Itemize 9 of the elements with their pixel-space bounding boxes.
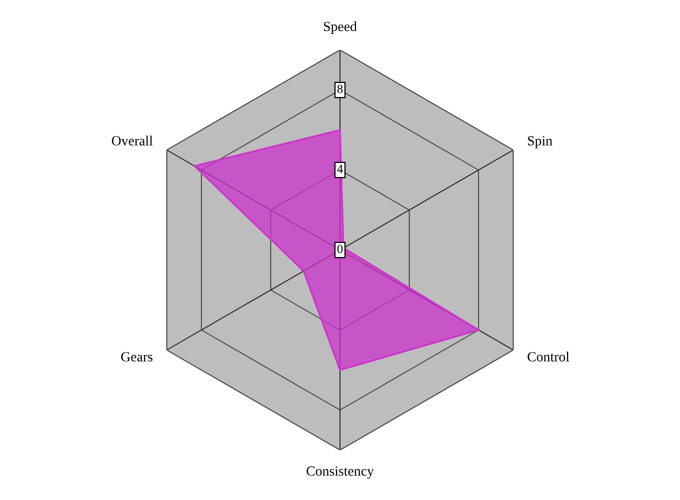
spoke-label: Control [528,352,570,362]
spoke-label: Overall [112,136,153,146]
y-tick-label: 0 [337,244,343,254]
spoke-label: Gears [121,352,152,362]
spoke-label: Speed [324,21,357,34]
spoke-label: Consistency [306,466,374,479]
y-tick-label: 8 [337,84,343,94]
y-tick-label: 4 [337,164,343,174]
spoke-label: Spin [528,136,552,148]
